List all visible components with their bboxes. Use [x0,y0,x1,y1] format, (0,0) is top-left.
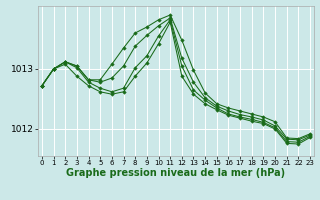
X-axis label: Graphe pression niveau de la mer (hPa): Graphe pression niveau de la mer (hPa) [67,168,285,178]
